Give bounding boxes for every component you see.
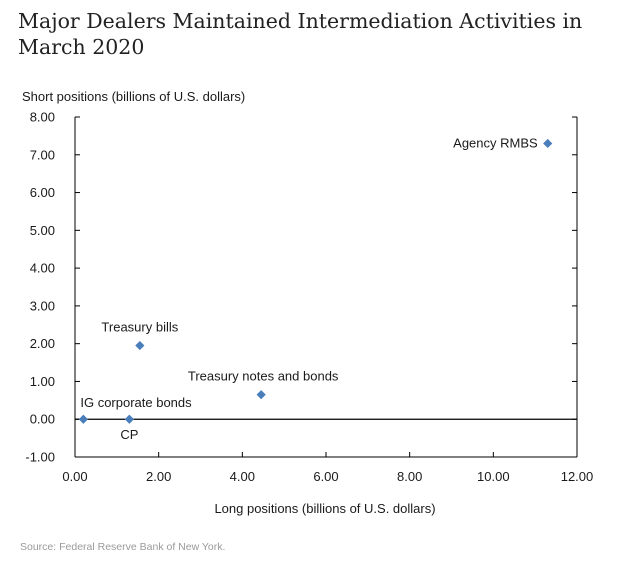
x-tick-label: 2.00 — [146, 469, 171, 484]
x-tick-label: 4.00 — [230, 469, 255, 484]
x-axis-label: Long positions (billions of U.S. dollars… — [214, 501, 436, 516]
y-tick-label: -1.00 — [25, 450, 55, 465]
data-point — [78, 414, 88, 424]
point-label: Agency RMBS — [453, 135, 538, 150]
y-tick-label: 3.00 — [30, 298, 55, 313]
y-tick-label: 4.00 — [30, 261, 55, 276]
y-tick-label: 1.00 — [30, 374, 55, 389]
x-tick-label: 12.00 — [561, 469, 594, 484]
data-point — [543, 138, 553, 149]
point-label: IG corporate bonds — [80, 395, 192, 410]
y-axis-label: Short positions (billions of U.S. dollar… — [22, 89, 246, 104]
data-point — [135, 340, 145, 351]
y-tick-label: 6.00 — [30, 185, 55, 200]
point-label: CP — [120, 427, 138, 442]
x-tick-label: 6.00 — [313, 469, 338, 484]
data-point — [124, 414, 134, 424]
chart-title: Major Dealers Maintained Intermediation … — [18, 9, 583, 59]
y-tick-label: 8.00 — [30, 110, 55, 125]
y-tick-label: 5.00 — [30, 223, 55, 238]
y-tick-label: 0.00 — [30, 412, 55, 427]
y-tick-label: 2.00 — [30, 336, 55, 351]
source-note: Source: Federal Reserve Bank of New York… — [20, 541, 226, 553]
point-label: Treasury bills — [101, 320, 178, 335]
data-point — [256, 390, 266, 400]
y-tick-label: 7.00 — [30, 147, 55, 162]
x-tick-label: 10.00 — [477, 469, 510, 484]
x-tick-label: 0.00 — [62, 469, 87, 484]
point-label: Treasury notes and bonds — [188, 369, 339, 384]
x-tick-label: 8.00 — [397, 469, 422, 484]
